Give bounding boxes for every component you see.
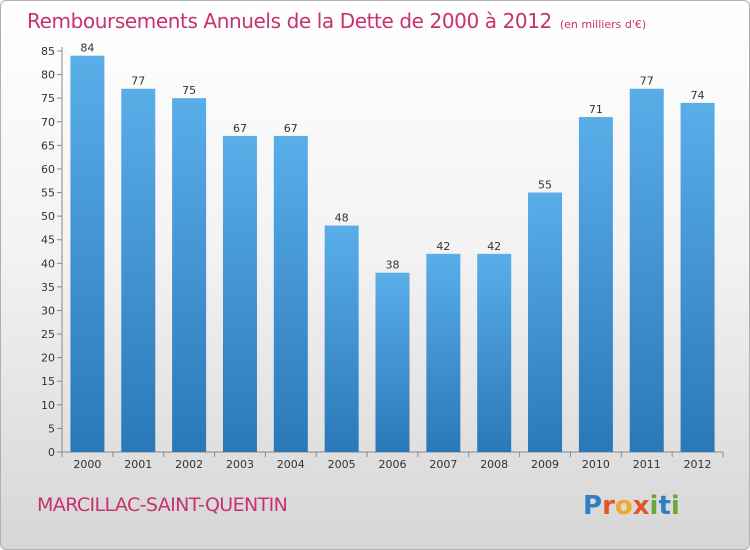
data-label: 74: [691, 89, 705, 102]
data-label: 42: [436, 240, 450, 253]
x-tick-label: 2006: [379, 458, 407, 471]
y-tick-label: 75: [41, 92, 55, 105]
data-label: 48: [335, 212, 349, 225]
x-tick-label: 2001: [124, 458, 152, 471]
logo-letter: o: [614, 491, 633, 521]
y-tick-label: 65: [41, 139, 55, 152]
bar: [528, 192, 563, 452]
bar: [680, 102, 715, 453]
x-tick-label: 2012: [684, 458, 712, 471]
y-tick-label: 70: [41, 116, 55, 129]
bar: [578, 117, 613, 452]
y-tick-label: 5: [48, 422, 55, 435]
x-tick-label: 2004: [277, 458, 305, 471]
data-label: 42: [487, 240, 501, 253]
bars-group: [70, 55, 715, 453]
logo-letter: i: [670, 491, 680, 521]
data-label: 75: [182, 84, 196, 97]
proxiti-logo: Proxiti: [583, 491, 680, 521]
data-label: 71: [589, 103, 603, 116]
chart-title-text: Remboursements Annuels de la Dette de 20…: [27, 9, 552, 33]
logo-letter: t: [658, 491, 671, 521]
x-tick-label: 2003: [226, 458, 254, 471]
logo-letter: i: [649, 491, 659, 521]
data-label: 84: [80, 42, 94, 55]
chart-title: Remboursements Annuels de la Dette de 20…: [27, 9, 646, 33]
bar: [629, 88, 664, 452]
data-label: 38: [386, 259, 400, 272]
bar: [273, 135, 308, 452]
x-tick-label: 2005: [328, 458, 356, 471]
bar: [172, 98, 207, 453]
y-tick-label: 25: [41, 328, 55, 341]
y-tick-label: 30: [41, 304, 55, 317]
chart-subtitle: (en milliers d'€): [559, 18, 647, 31]
y-tick-label: 85: [41, 45, 55, 58]
y-tick-label: 60: [41, 163, 55, 176]
x-tick-label: 2011: [633, 458, 661, 471]
data-label: 67: [233, 122, 247, 135]
bar: [375, 272, 410, 452]
y-tick-label: 35: [41, 281, 55, 294]
y-tick-label: 20: [41, 352, 55, 365]
y-tick-label: 80: [41, 69, 55, 82]
x-tick-label: 2002: [175, 458, 203, 471]
data-label: 67: [284, 122, 298, 135]
axes: 0 5 10 15 20 25 30 35 40 45 50 55 60 65 70 75 80 85 2000 20…: [41, 45, 724, 471]
x-tick-label: 2008: [480, 458, 508, 471]
y-tick-label: 10: [41, 399, 55, 412]
data-label: 55: [538, 179, 552, 192]
x-tick-label: 2010: [582, 458, 610, 471]
data-label: 77: [131, 75, 145, 88]
y-tick-label: 45: [41, 234, 55, 247]
y-tick-label: 50: [41, 210, 55, 223]
bar: [426, 253, 461, 452]
bar: [477, 253, 512, 452]
bar: [70, 55, 105, 452]
bar: [121, 88, 156, 452]
logo-letter: P: [583, 491, 603, 521]
x-tick-label: 2007: [429, 458, 457, 471]
y-tick-label: 55: [41, 187, 55, 200]
logo-letter: x: [632, 491, 650, 521]
data-label: 77: [640, 75, 654, 88]
commune-name: MARCILLAC-SAINT-QUENTIN: [37, 494, 288, 516]
x-tick-label: 2000: [73, 458, 101, 471]
bar: [222, 135, 257, 452]
logo-letter: r: [602, 491, 615, 521]
bar: [324, 225, 359, 452]
y-tick-label: 15: [41, 375, 55, 388]
value-labels-group: 84 77 75 67 67 48 38 42 42 55 71 77 74: [80, 42, 704, 272]
y-tick-label: 40: [41, 257, 55, 270]
y-tick-label: 0: [48, 446, 55, 459]
x-tick-label: 2009: [531, 458, 559, 471]
